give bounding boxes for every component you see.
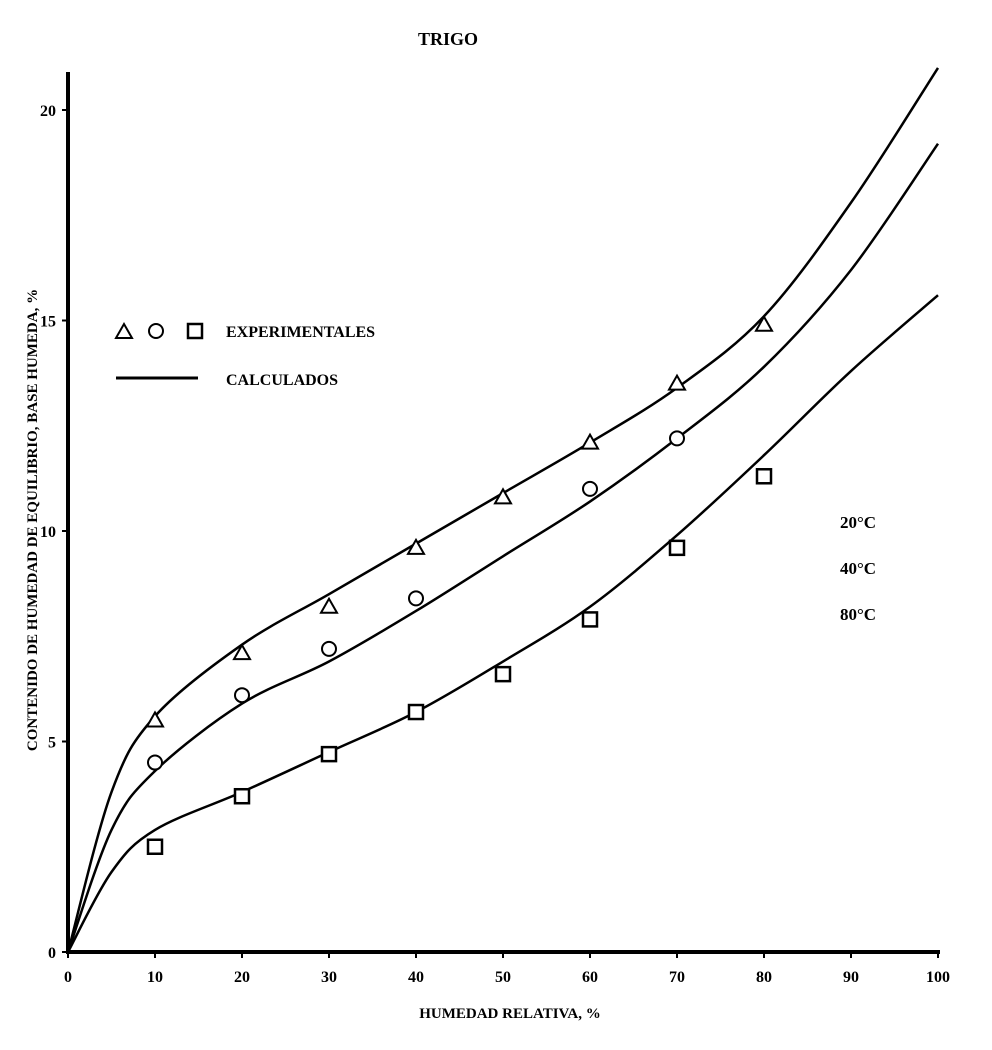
chart-title: TRIGO: [418, 29, 478, 49]
square-point: [494, 665, 512, 683]
circle-point: [147, 754, 163, 771]
triangle-point: [232, 643, 252, 661]
x-axis-label: HUMEDAD RELATIVA, %: [419, 1006, 601, 1022]
x-tick-label: 50: [495, 969, 511, 986]
legend: EXPERIMENTALES CALCULADOS: [114, 321, 375, 389]
x-tick-label: 40: [408, 969, 424, 986]
legend-calculated-label: CALCULADOS: [226, 372, 338, 389]
triangle-point: [319, 596, 339, 614]
x-tick-label: 90: [843, 969, 859, 986]
temp-label-80: 80°C: [840, 605, 876, 624]
legend-triangle-marker: [114, 321, 134, 339]
x-tick-label: 80: [756, 969, 772, 986]
circle-point: [582, 480, 598, 497]
square-point: [581, 611, 599, 628]
triangle-point: [145, 710, 165, 728]
x-tick-label: 20: [234, 969, 250, 986]
x-tick-label: 30: [321, 969, 337, 986]
calculated-curve-2: [66, 294, 939, 953]
y-tick-label: 15: [40, 314, 56, 331]
circle-point: [408, 590, 424, 607]
x-tick-label: 0: [64, 969, 72, 986]
y-tick-label: 0: [48, 945, 56, 962]
y-axis-label: CONTENIDO DE HUMEDAD DE EQUILIBRIO, BASE…: [25, 289, 41, 751]
legend-square-marker: [186, 322, 204, 340]
legend-circle-marker: [148, 323, 164, 339]
y-tick-label: 5: [48, 735, 56, 752]
triangle-point: [667, 373, 687, 391]
circle-point: [669, 430, 685, 447]
square-point: [233, 787, 251, 805]
circle-point: [234, 687, 250, 704]
triangle-point: [493, 487, 513, 505]
calculated-curve-0: [66, 67, 940, 953]
square-point: [755, 468, 773, 485]
square-point: [407, 703, 425, 721]
temp-label-40: 40°C: [840, 559, 876, 578]
calculated-curve-1: [66, 142, 940, 953]
triangle-point: [580, 432, 600, 450]
x-tick-label: 60: [582, 969, 598, 986]
x-tick-label: 10: [147, 969, 163, 986]
y-tick-label: 20: [40, 103, 56, 120]
temp-label-20: 20°C: [840, 513, 876, 532]
square-point: [146, 838, 164, 855]
y-tick-label: 10: [40, 524, 56, 541]
square-point: [320, 745, 338, 763]
square-point: [668, 539, 686, 557]
triangle-point: [406, 537, 426, 555]
x-tick-label: 100: [926, 969, 950, 986]
x-tick-label: 70: [669, 969, 685, 986]
triangle-point: [754, 314, 774, 332]
circle-point: [321, 640, 337, 657]
legend-experimental-label: EXPERIMENTALES: [226, 324, 375, 341]
